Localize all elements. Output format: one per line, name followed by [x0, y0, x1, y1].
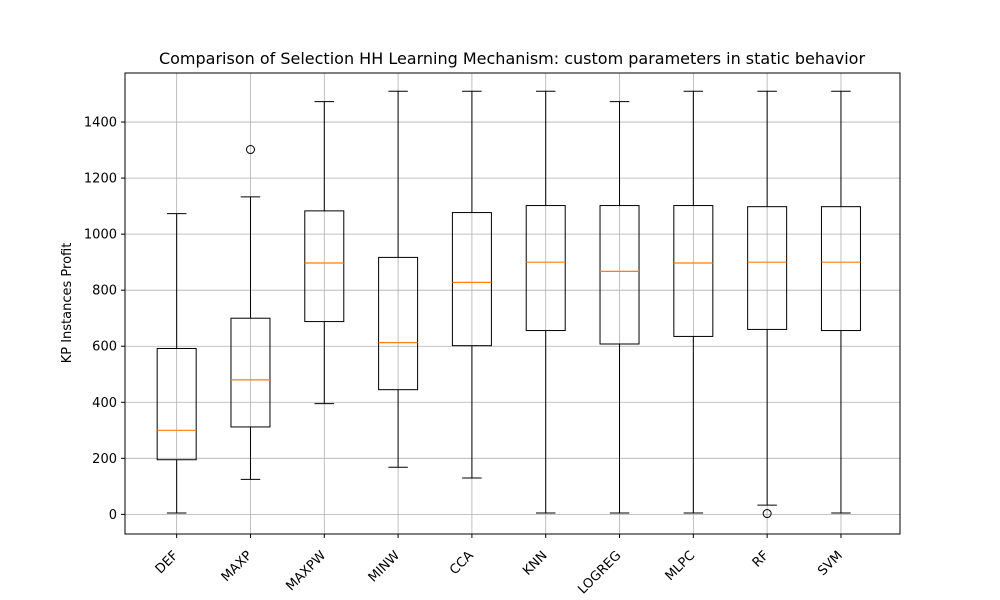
box-cca [451, 90, 492, 479]
x-tick-label: MINW [366, 548, 403, 585]
y-tick-label: 600 [92, 340, 117, 355]
plot-frame [124, 72, 901, 535]
iqr-box [230, 317, 271, 428]
y-tick-label: 400 [92, 396, 117, 411]
iqr-box [525, 205, 566, 332]
iqr-box [747, 206, 788, 330]
iqr-box [673, 205, 714, 337]
box-rf [747, 90, 788, 519]
box-knn [525, 90, 566, 514]
box-minw [378, 90, 419, 468]
y-tick-label: 0 [109, 508, 117, 523]
y-axis-label: KP Instances Profit [60, 243, 75, 364]
y-tick-label: 1400 [84, 116, 117, 131]
iqr-box [304, 210, 345, 323]
y-tick-label: 800 [92, 284, 117, 299]
boxes [156, 90, 861, 519]
x-tick-label: DEF [153, 548, 182, 577]
box-logreg [599, 101, 640, 514]
iqr-box [599, 205, 640, 345]
y-ticks: 0 200 400 600 800 1000 1200 1400 [84, 116, 125, 523]
chart-title: Comparison of Selection HH Learning Mech… [159, 49, 866, 68]
y-tick-label: 200 [92, 452, 117, 467]
x-tick-label: SVM [815, 548, 846, 579]
x-ticks: DEF MAXP MAXPW MINW CCA KNN LOGREG MLPC RF SVM [153, 534, 846, 597]
grid [125, 73, 900, 534]
iqr-box [378, 256, 419, 391]
box-svm [820, 90, 861, 514]
x-tick-label: CCA [447, 548, 477, 578]
iqr-box [820, 206, 861, 332]
outlier-point [245, 145, 255, 155]
x-tick-label: LOGREG [575, 548, 624, 597]
x-tick-label: MAXP [219, 548, 256, 585]
box-def [156, 213, 197, 514]
x-tick-label: MLPC [663, 548, 699, 584]
y-tick-label: 1200 [84, 172, 117, 187]
box-maxpw [304, 101, 345, 405]
x-tick-label: KNN [520, 548, 550, 578]
iqr-box [451, 212, 492, 347]
outlier-point [762, 509, 772, 519]
box-maxp [230, 145, 271, 480]
x-tick-label: RF [750, 548, 772, 570]
x-tick-label: MAXPW [283, 548, 329, 594]
iqr-box [156, 347, 197, 461]
y-tick-label: 1000 [84, 228, 117, 243]
box-mlpc [673, 90, 714, 514]
